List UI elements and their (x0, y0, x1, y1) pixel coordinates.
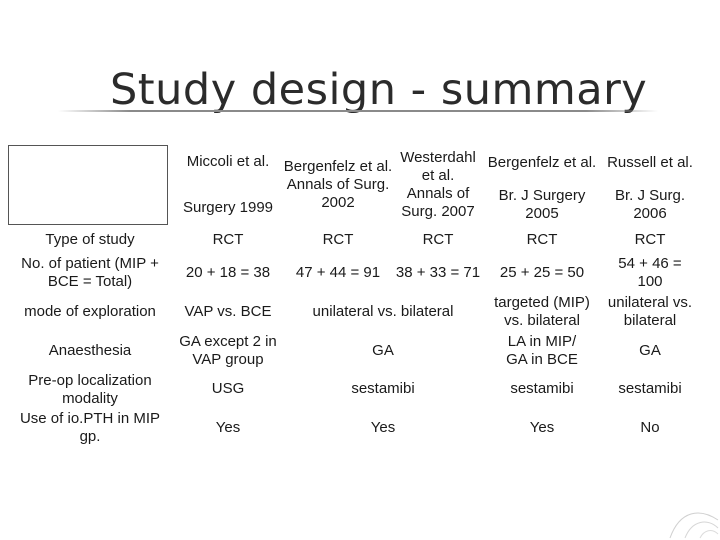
cell-patients-bergenfelz-2005: 25 + 25 = 50 (499, 264, 585, 281)
header-bergenfelz-2005-name: Bergenfelz et al. (487, 154, 597, 171)
row-label-patients: No. of patient (MIP + BCE = Total) (21, 255, 159, 290)
row-label-anaesthesia: Anaesthesia (48, 342, 132, 359)
cell-type-bergenfelz-2002: RCT (322, 231, 354, 248)
cell-anaesthesia-middle: GA (372, 342, 394, 359)
cell-anaesthesia-bergenfelz-2005: LA in MIP/ GA in BCE (506, 333, 578, 368)
cell-type-miccoli: RCT (212, 231, 244, 248)
row-label-localization: Pre-op localization modality (28, 372, 152, 407)
cell-type-bergenfelz-2005: RCT (526, 231, 558, 248)
cell-iopth-miccoli: Yes (215, 419, 241, 436)
header-miccoli-name: Miccoli et al. (186, 153, 270, 170)
cell-exploration-russell: unilateral vs. bilateral (607, 294, 693, 329)
cell-type-russell: RCT (634, 231, 666, 248)
cell-anaesthesia-russell: GA (639, 342, 661, 359)
cell-localization-miccoli: USG (211, 380, 245, 397)
header-bergenfelz-2005-journal: Br. J Surgery 2005 (498, 187, 586, 222)
row-label-iopth: Use of io.PTH in MIP gp. (19, 410, 161, 445)
title-divider (58, 110, 658, 112)
header-bergenfelz-2002: Bergenfelz et al. Annals of Surg. 2002 (283, 158, 393, 211)
corner-swirl-decoration (669, 512, 719, 539)
cell-patients-russell: 54 + 46 = 100 (618, 255, 682, 290)
cell-localization-middle: sestamibi (351, 380, 415, 397)
cell-localization-russell: sestamibi (618, 380, 682, 397)
cell-localization-bergenfelz-2005: sestamibi (510, 380, 574, 397)
cell-patients-westerdahl: 38 + 33 = 71 (395, 264, 481, 281)
page-title: Study design - summary (110, 64, 648, 115)
header-miccoli-journal: Surgery 1999 (182, 199, 274, 216)
cell-anaesthesia-miccoli: GA except 2 in VAP group (179, 333, 277, 368)
cell-iopth-bergenfelz-2005: Yes (529, 419, 555, 436)
cell-iopth-russell: No (640, 419, 660, 436)
row-label-type-of-study: Type of study (45, 231, 135, 248)
blank-header-cell (8, 145, 168, 225)
cell-patients-bergenfelz-2002: 47 + 44 = 91 (295, 264, 381, 281)
cell-type-westerdahl: RCT (422, 231, 454, 248)
row-label-exploration: mode of exploration (24, 303, 156, 320)
cell-exploration-bergenfelz-2005: targeted (MIP) vs. bilateral (494, 294, 590, 329)
cell-exploration-miccoli: VAP vs. BCE (184, 303, 272, 320)
cell-iopth-middle: Yes (370, 419, 396, 436)
header-russell-name: Russell et al. (607, 154, 693, 171)
header-russell-journal: Br. J Surg. 2006 (614, 187, 686, 222)
cell-patients-miccoli: 20 + 18 = 38 (185, 264, 271, 281)
header-westerdahl: Westerdahl et al. Annals of Surg. 2007 (400, 149, 476, 220)
cell-exploration-middle: unilateral vs. bilateral (312, 303, 454, 320)
